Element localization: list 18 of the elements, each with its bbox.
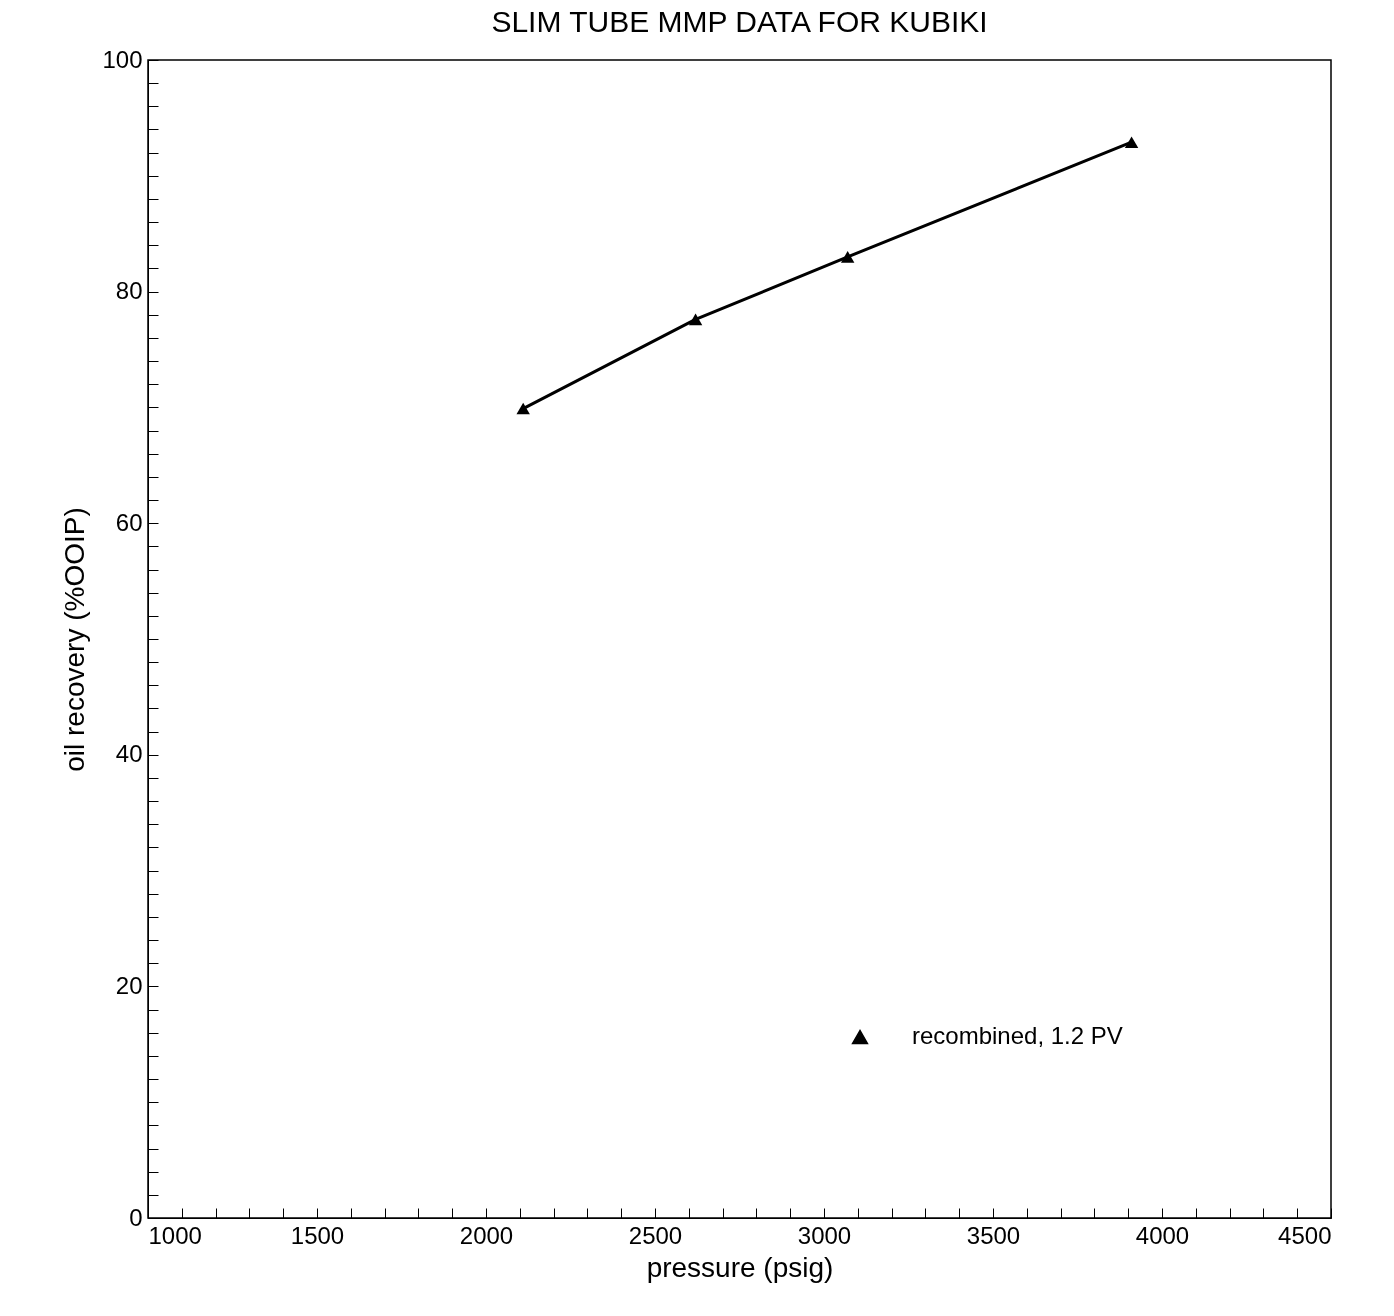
- y-tick-label: 80: [115, 277, 143, 305]
- y-axis-title: oil recovery (%OOIP): [59, 507, 91, 772]
- chart-title: SLIM TUBE MMP DATA FOR KUBIKI: [491, 5, 988, 38]
- y-tick-label: 100: [102, 45, 143, 73]
- x-tick-label: 1000: [148, 1221, 202, 1249]
- y-tick-label: 0: [129, 1203, 143, 1231]
- y-tick-label: 40: [115, 740, 143, 768]
- x-tick-label: 4000: [1135, 1221, 1190, 1249]
- y-tick-label: 60: [115, 508, 143, 536]
- x-tick-label: 2000: [459, 1221, 514, 1249]
- y-tick-label: 20: [115, 971, 143, 999]
- x-tick-label: 4500: [1278, 1221, 1332, 1249]
- x-axis-title: pressure (psig): [646, 1251, 834, 1283]
- x-tick-label: 3000: [797, 1221, 852, 1249]
- x-tick-label: 3500: [966, 1221, 1021, 1249]
- legend-label: recombined, 1.2 PV: [912, 1022, 1123, 1049]
- x-tick-label: 2500: [628, 1221, 683, 1249]
- x-tick-label: 1500: [290, 1221, 345, 1249]
